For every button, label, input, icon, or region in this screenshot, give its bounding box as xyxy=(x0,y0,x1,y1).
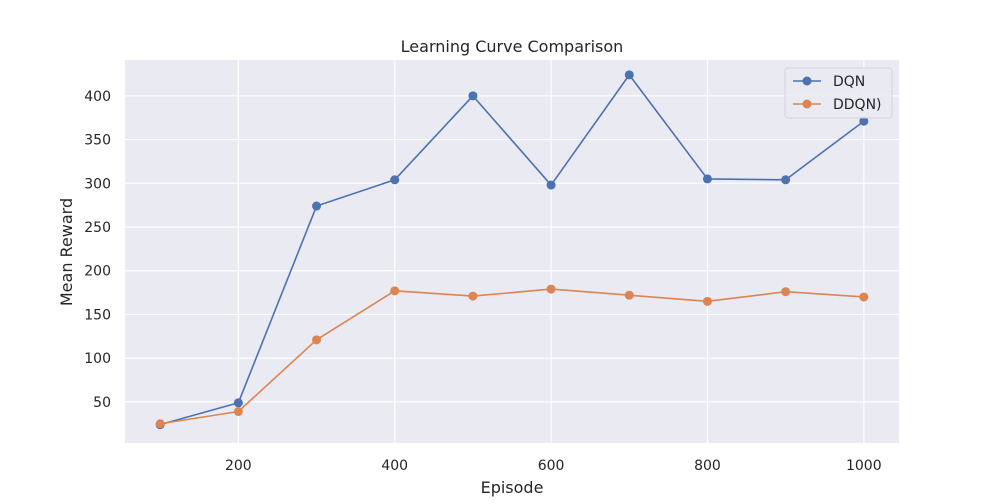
data-point xyxy=(390,175,400,185)
series-2 xyxy=(155,284,869,429)
data-point xyxy=(859,292,869,302)
y-tick-label: 350 xyxy=(84,133,111,149)
data-point xyxy=(155,419,165,429)
series-1 xyxy=(155,70,869,430)
data-point xyxy=(468,291,478,301)
y-tick-label: 100 xyxy=(84,351,111,367)
y-axis-label: Mean Reward xyxy=(57,198,76,306)
data-point xyxy=(546,284,556,294)
data-point xyxy=(624,290,634,300)
series-line xyxy=(160,288,864,425)
data-point xyxy=(624,70,634,80)
x-tick-label: 1000 xyxy=(846,458,882,474)
x-tick-label: 600 xyxy=(538,458,565,474)
data-point xyxy=(546,180,556,190)
y-tick-label: 300 xyxy=(84,176,111,192)
y-tick-label: 50 xyxy=(93,395,111,411)
plot-area xyxy=(125,60,899,443)
legend-marker xyxy=(802,76,812,86)
y-tick-label: 250 xyxy=(84,220,111,236)
data-point xyxy=(781,287,791,297)
x-tick-label: 800 xyxy=(694,458,721,474)
data-point xyxy=(233,407,243,417)
data-point xyxy=(702,296,712,306)
y-tick-label: 150 xyxy=(84,307,111,323)
data-point xyxy=(781,175,791,185)
y-tick-label: 400 xyxy=(84,89,111,105)
legend-label: DQN xyxy=(833,74,865,90)
data-point xyxy=(859,116,869,126)
x-axis-label: Episode xyxy=(481,478,544,497)
legend: DQN DDQN) xyxy=(784,67,893,119)
legend-label: DDQN) xyxy=(833,97,882,113)
tick-labels: 200 400 600 800 1000 50 100 150 200 250 300 350 400 xyxy=(84,89,881,474)
data-point xyxy=(468,91,478,101)
series xyxy=(155,70,869,430)
data-point xyxy=(312,201,322,211)
y-tick-label: 200 xyxy=(84,264,111,280)
chart-title: Learning Curve Comparison xyxy=(401,37,624,56)
data-point xyxy=(390,286,400,296)
data-point xyxy=(233,398,243,408)
x-tick-label: 200 xyxy=(225,458,252,474)
legend-marker xyxy=(802,99,812,109)
data-point xyxy=(702,174,712,184)
series-line xyxy=(159,74,865,426)
x-tick-label: 400 xyxy=(381,458,408,474)
grid xyxy=(125,60,899,443)
data-point xyxy=(312,335,322,345)
